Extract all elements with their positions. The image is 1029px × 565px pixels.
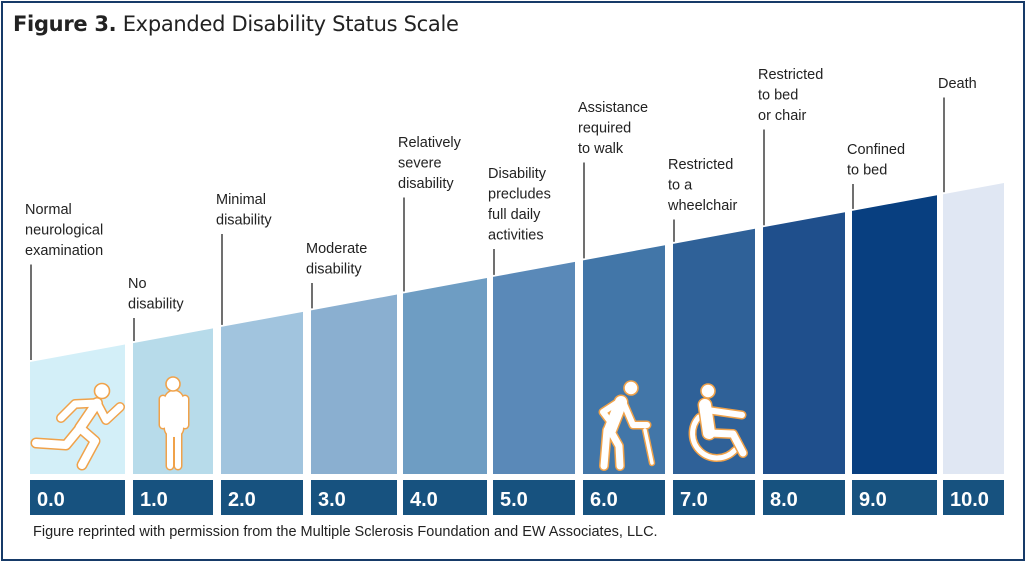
score-label: 3.0 [318, 489, 346, 511]
score-box [583, 480, 665, 515]
step-description-line: Confined [847, 142, 905, 158]
running-person-icon [30, 382, 125, 471]
step-description-line: activities [488, 228, 544, 244]
step-description-line: disability [216, 213, 272, 229]
score-box [133, 480, 213, 515]
score-label: 7.0 [680, 489, 708, 511]
scale-step-4.0: 4.0 Relatively severe disability [398, 135, 487, 515]
scale-bar [493, 261, 575, 474]
scale-bar [583, 245, 665, 474]
step-description-line: full daily [488, 207, 541, 223]
step-description-line: or chair [758, 108, 807, 124]
score-box [311, 480, 397, 515]
score-label: 5.0 [500, 489, 528, 511]
score-box [943, 480, 1004, 515]
scale-step-0.0: 0.0 Normal neurological examination [25, 202, 125, 515]
scale-step-3.0: 3.0 Moderate disability [306, 241, 397, 515]
score-box [852, 480, 937, 515]
person-with-cane-icon [598, 380, 656, 471]
standing-person-icon [158, 376, 190, 471]
step-description-line: disability [128, 297, 184, 313]
scale-bar [311, 294, 397, 474]
score-box [763, 480, 845, 515]
scale-step-6.0: 6.0 Assistance required to walk [578, 100, 665, 515]
scale-step-5.0: 5.0 Disability precludes full daily activiti… [488, 166, 575, 515]
step-description-line: Restricted [668, 157, 733, 173]
step-description-line: disability [306, 262, 362, 278]
scale-step-10.0: 10.0 Death [938, 76, 1004, 515]
step-description-line: wheelchair [667, 198, 737, 214]
score-box [673, 480, 755, 515]
step-description-line: Death [938, 76, 977, 92]
step-description-line: required [578, 121, 631, 137]
score-label: 0.0 [37, 489, 65, 511]
scale-step-9.0: 9.0 Confined to bed [847, 142, 937, 515]
scale-bar [943, 182, 1004, 474]
step-description-line: to bed [847, 163, 887, 179]
step-description-line: Disability [488, 166, 547, 182]
figure-title: Figure 3. Expanded Disability Status Sca… [13, 12, 459, 36]
step-description-line: Relatively [398, 135, 462, 151]
wheelchair-icon [688, 383, 748, 462]
scale-step-8.0: 8.0 Restricted to bed or chair [758, 67, 845, 515]
scale-step-1.0: 1.0 No disability [128, 276, 213, 515]
score-box [30, 480, 125, 515]
step-description-line: Restricted [758, 67, 823, 83]
score-label: 10.0 [950, 489, 989, 511]
step-description-line: precludes [488, 187, 551, 203]
step-description-line: severe [398, 156, 442, 172]
score-label: 4.0 [410, 489, 438, 511]
step-description-line: Minimal [216, 192, 266, 208]
score-label: 8.0 [770, 489, 798, 511]
step-description-line: neurological [25, 223, 103, 239]
scale-bar [852, 195, 937, 474]
figure-title-text: Expanded Disability Status Scale [122, 12, 459, 36]
score-box [221, 480, 303, 515]
step-description-line: Normal [25, 202, 72, 218]
scale-bar [221, 311, 303, 474]
score-box [403, 480, 487, 515]
scale-bar [403, 278, 487, 474]
step-description-line: to walk [578, 141, 624, 157]
score-label: 1.0 [140, 489, 168, 511]
figure-label: Figure 3. [13, 12, 117, 36]
step-description-line: examination [25, 243, 103, 259]
step-description-line: to a [668, 178, 693, 194]
step-description-line: Moderate [306, 241, 367, 257]
score-label: 9.0 [859, 489, 887, 511]
score-label: 6.0 [590, 489, 618, 511]
scale-bar [763, 212, 845, 474]
score-label: 2.0 [228, 489, 256, 511]
step-description-line: No [128, 276, 147, 292]
step-description-line: to bed [758, 88, 798, 104]
step-description-line: Assistance [578, 100, 648, 116]
scale-step-7.0: 7.0 Restricted to a wheelchair [667, 157, 755, 515]
score-box [493, 480, 575, 515]
scale-step-2.0: 2.0 Minimal disability [216, 192, 303, 515]
figure-footer: Figure reprinted with permission from th… [33, 524, 658, 540]
step-description-line: disability [398, 176, 454, 192]
